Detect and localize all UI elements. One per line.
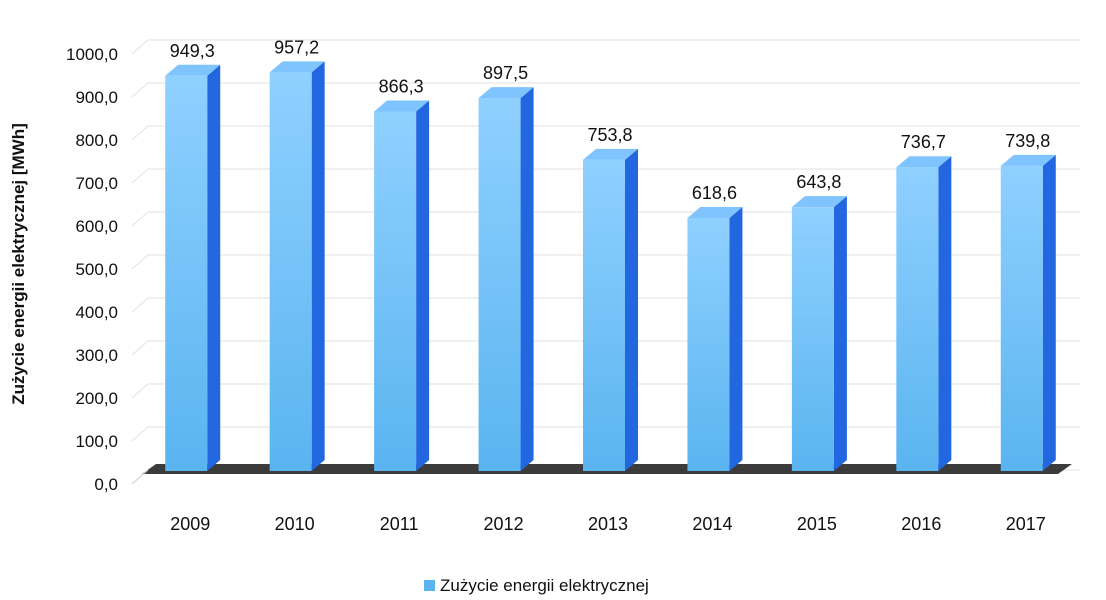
y-tick-label: 300,0 [75, 346, 118, 365]
bar-front [896, 167, 939, 471]
bar-top [1000, 154, 1056, 166]
legend-swatch [424, 580, 435, 591]
y-tick-label: 200,0 [75, 389, 118, 408]
bar-side [207, 64, 221, 472]
bar-front [269, 72, 312, 472]
bar-top [165, 64, 221, 76]
x-tick-label: 2015 [797, 514, 837, 534]
bar-front [583, 159, 625, 471]
floor-edge [131, 469, 149, 485]
bar-side [833, 196, 847, 471]
bar-top [374, 100, 430, 112]
bar-2010 [269, 61, 325, 472]
bar-top [269, 61, 325, 73]
bars: 949,3 957,2 866,3 897,5 753,8 618,6 643,8 736,7… [165, 37, 1056, 472]
data-label: 949,3 [170, 41, 215, 61]
y-tick-label: 800,0 [75, 131, 118, 150]
legend-label: Zużycie energii elektrycznej [440, 576, 649, 595]
gridline [131, 168, 1080, 184]
gridline [131, 39, 1080, 55]
gridline [131, 383, 1080, 399]
bar-2012 [478, 87, 534, 471]
bar-2015 [791, 196, 847, 471]
gridline [131, 340, 1080, 356]
bar-front [791, 207, 834, 471]
bar-top [478, 87, 534, 99]
y-tick-label: 900,0 [75, 88, 118, 107]
x-tick-label: 2017 [1006, 514, 1046, 534]
bar-top [791, 196, 847, 208]
x-axis: 2009 2010 2011 2012 2013 2014 2015 2016 2017 [170, 514, 1046, 534]
bar-2013 [583, 148, 638, 471]
data-label: 897,5 [483, 63, 528, 83]
y-tick-label: 700,0 [75, 174, 118, 193]
bar-front [478, 98, 521, 471]
x-tick-label: 2014 [692, 514, 732, 534]
y-axis: 0,0 100,0 200,0 300,0 400,0 500,0 600,0 700,0 80… [66, 45, 118, 494]
bar-side [416, 100, 430, 471]
data-label: 739,8 [1005, 131, 1050, 151]
bar-2011 [374, 100, 430, 471]
y-tick-label: 100,0 [75, 432, 118, 451]
bar-front [1000, 165, 1043, 472]
x-tick-label: 2012 [484, 514, 524, 534]
y-tick-label: 500,0 [75, 260, 118, 279]
bar-side [1042, 154, 1056, 472]
gridline [131, 211, 1080, 227]
bar-front [687, 218, 730, 471]
bar-side [520, 87, 534, 471]
x-tick-label: 2011 [380, 514, 419, 534]
bar-side [938, 156, 952, 471]
data-label: 957,2 [274, 37, 319, 57]
gridlines [131, 39, 1080, 485]
data-label: 736,7 [901, 132, 946, 152]
x-tick-label: 2010 [275, 514, 315, 534]
gridline [131, 297, 1080, 313]
bar-front [165, 75, 208, 472]
bar-2009 [165, 64, 221, 472]
gridline [131, 426, 1080, 442]
y-tick-label: 600,0 [75, 217, 118, 236]
x-tick-label: 2009 [170, 514, 210, 534]
bar-top [896, 156, 952, 168]
bar-side [729, 207, 743, 471]
gridline [131, 254, 1080, 270]
bar-2017 [1000, 154, 1056, 472]
y-tick-label: 1000,0 [66, 45, 118, 64]
data-label: 618,6 [692, 183, 737, 203]
legend: Zużycie energii elektrycznej [424, 576, 649, 595]
gridline [131, 82, 1080, 98]
x-tick-label: 2016 [901, 514, 941, 534]
data-label: 643,8 [796, 172, 841, 192]
bar-2016 [896, 156, 952, 471]
data-label: 753,8 [587, 125, 632, 145]
x-tick-label: 2013 [588, 514, 628, 534]
data-label: 866,3 [379, 76, 424, 96]
bar-front [374, 111, 417, 471]
y-tick-label: 0,0 [94, 475, 118, 494]
bar-top [687, 207, 743, 219]
gridline [131, 125, 1080, 141]
bar-top [583, 148, 638, 160]
bar-side [625, 148, 638, 471]
y-tick-label: 400,0 [75, 303, 118, 322]
bar-side [311, 61, 325, 472]
bar-2014 [687, 207, 743, 471]
y-axis-label: Zużycie energii elektrycznej [MWh] [9, 123, 28, 405]
